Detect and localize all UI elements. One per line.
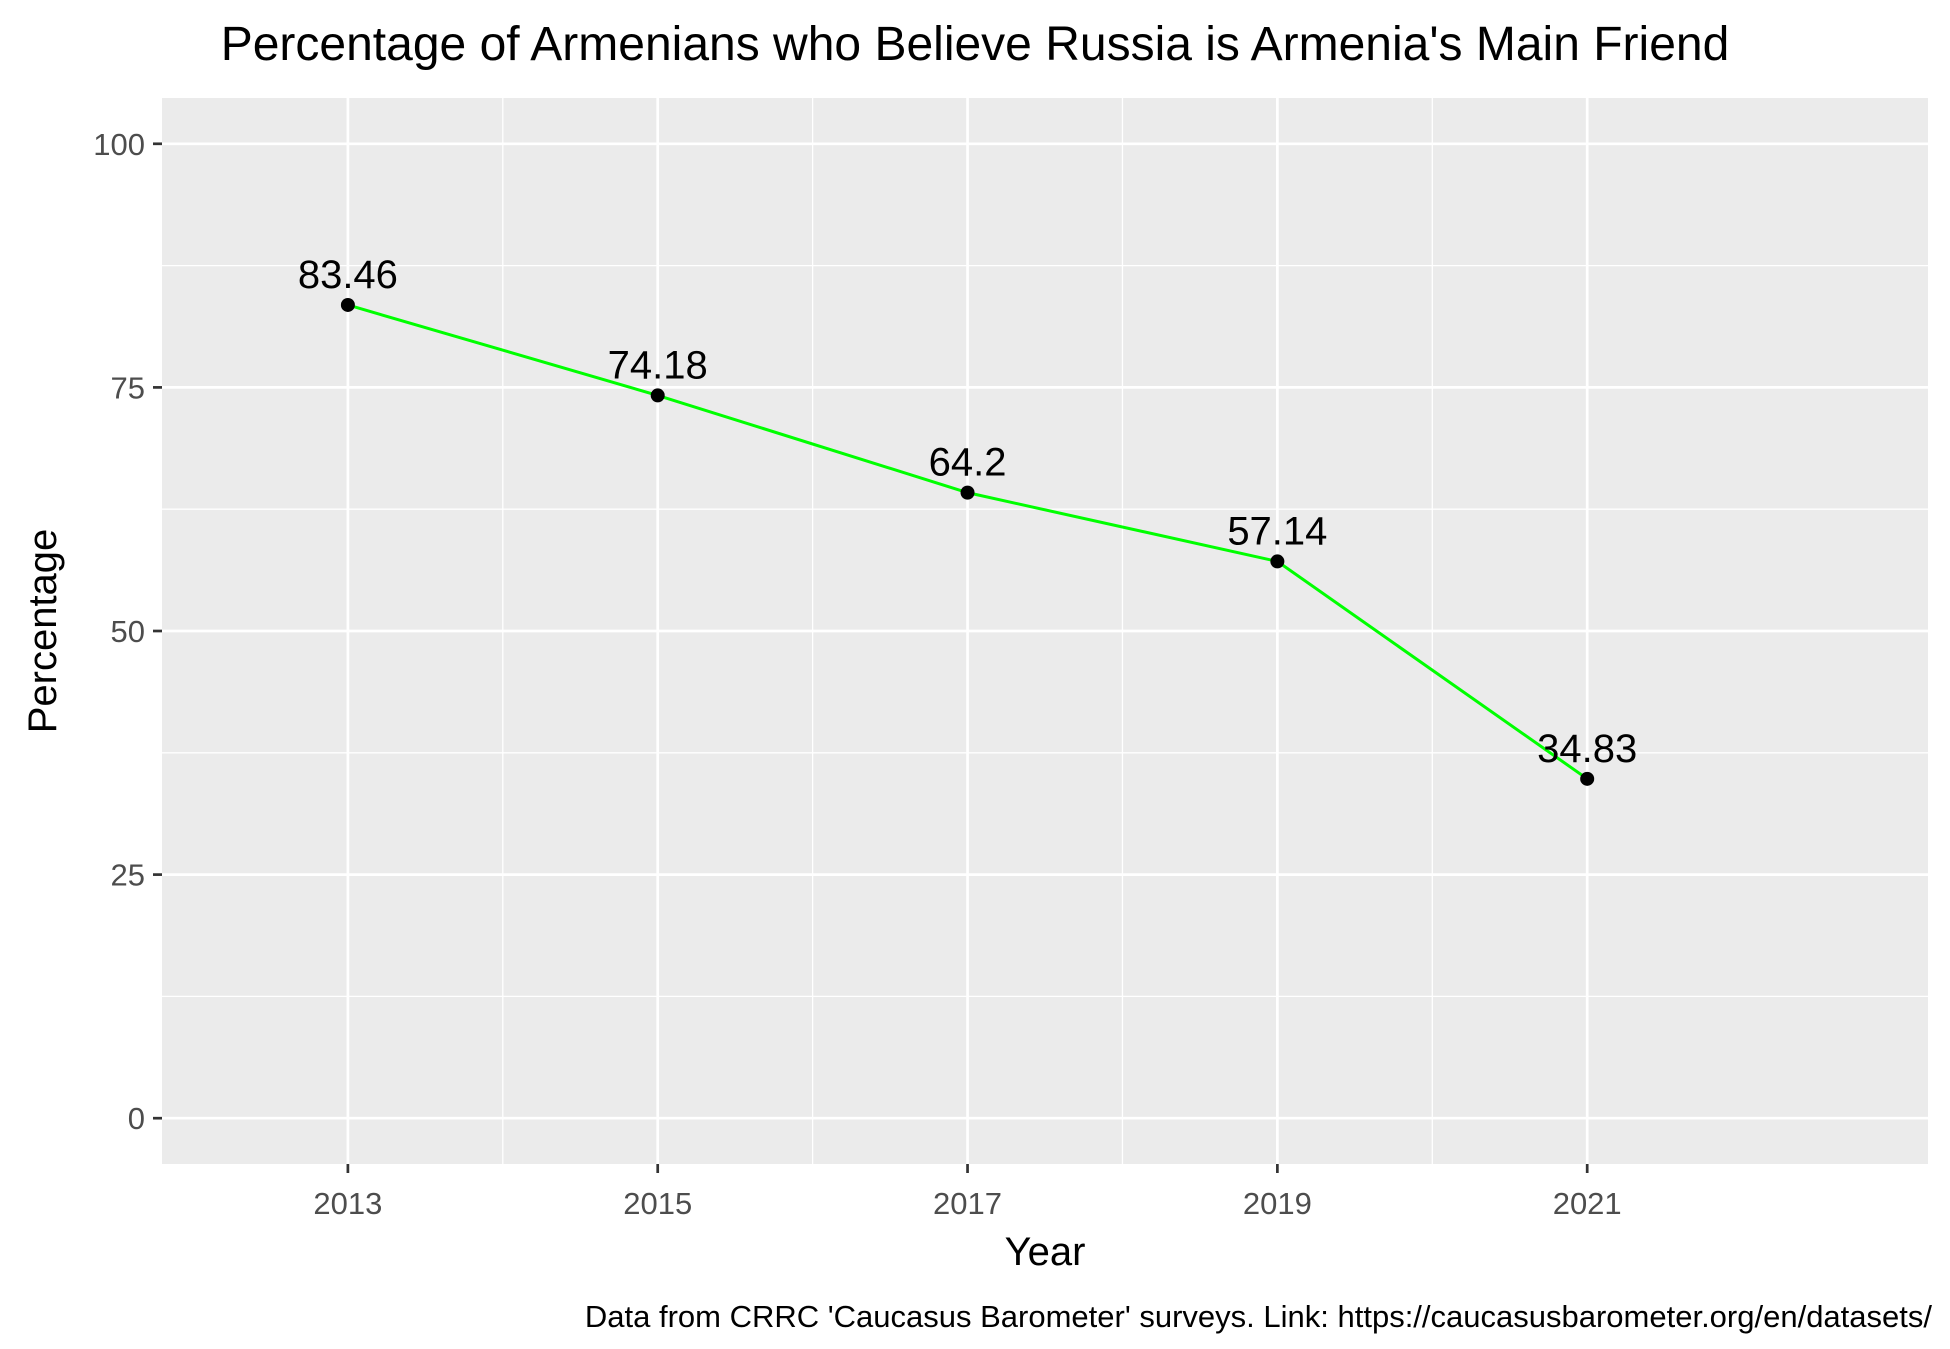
x-tick-label: 2015 <box>623 1186 692 1221</box>
data-label: 57.14 <box>1227 509 1327 553</box>
axis-ticks <box>153 142 1589 1173</box>
y-tick-labels: 0 25 50 75 100 <box>93 127 145 1136</box>
data-labels: 83.46 74.18 64.2 57.14 34.83 <box>298 253 1637 771</box>
x-axis-title: Year <box>1005 1230 1086 1274</box>
y-axis-title: Percentage <box>21 529 65 734</box>
major-grid <box>162 98 1928 1164</box>
y-tick-label: 25 <box>111 858 145 893</box>
x-tick-labels: 2013 2015 2017 2019 2021 <box>313 1186 1621 1221</box>
x-tick-label: 2021 <box>1553 1186 1622 1221</box>
y-tick-label: 100 <box>93 127 145 162</box>
x-tick-label: 2017 <box>933 1186 1002 1221</box>
data-label: 64.2 <box>929 441 1007 485</box>
chart-title: Percentage of Armenians who Believe Russ… <box>221 18 1730 71</box>
x-tick-label: 2019 <box>1243 1186 1312 1221</box>
data-label: 74.18 <box>608 343 708 387</box>
y-tick-label: 50 <box>111 614 145 649</box>
data-label: 83.46 <box>298 253 398 297</box>
data-label: 34.83 <box>1537 727 1637 771</box>
y-tick-label: 75 <box>111 370 145 405</box>
source-caption: Data from CRRC 'Caucasus Barometer' surv… <box>585 1299 1933 1334</box>
data-point <box>1580 771 1595 786</box>
data-point <box>650 388 665 403</box>
data-point <box>960 485 975 500</box>
data-point <box>340 297 355 312</box>
data-point <box>1270 554 1285 569</box>
y-tick-label: 0 <box>128 1101 145 1136</box>
data-points <box>340 297 1595 786</box>
x-tick-label: 2013 <box>313 1186 382 1221</box>
